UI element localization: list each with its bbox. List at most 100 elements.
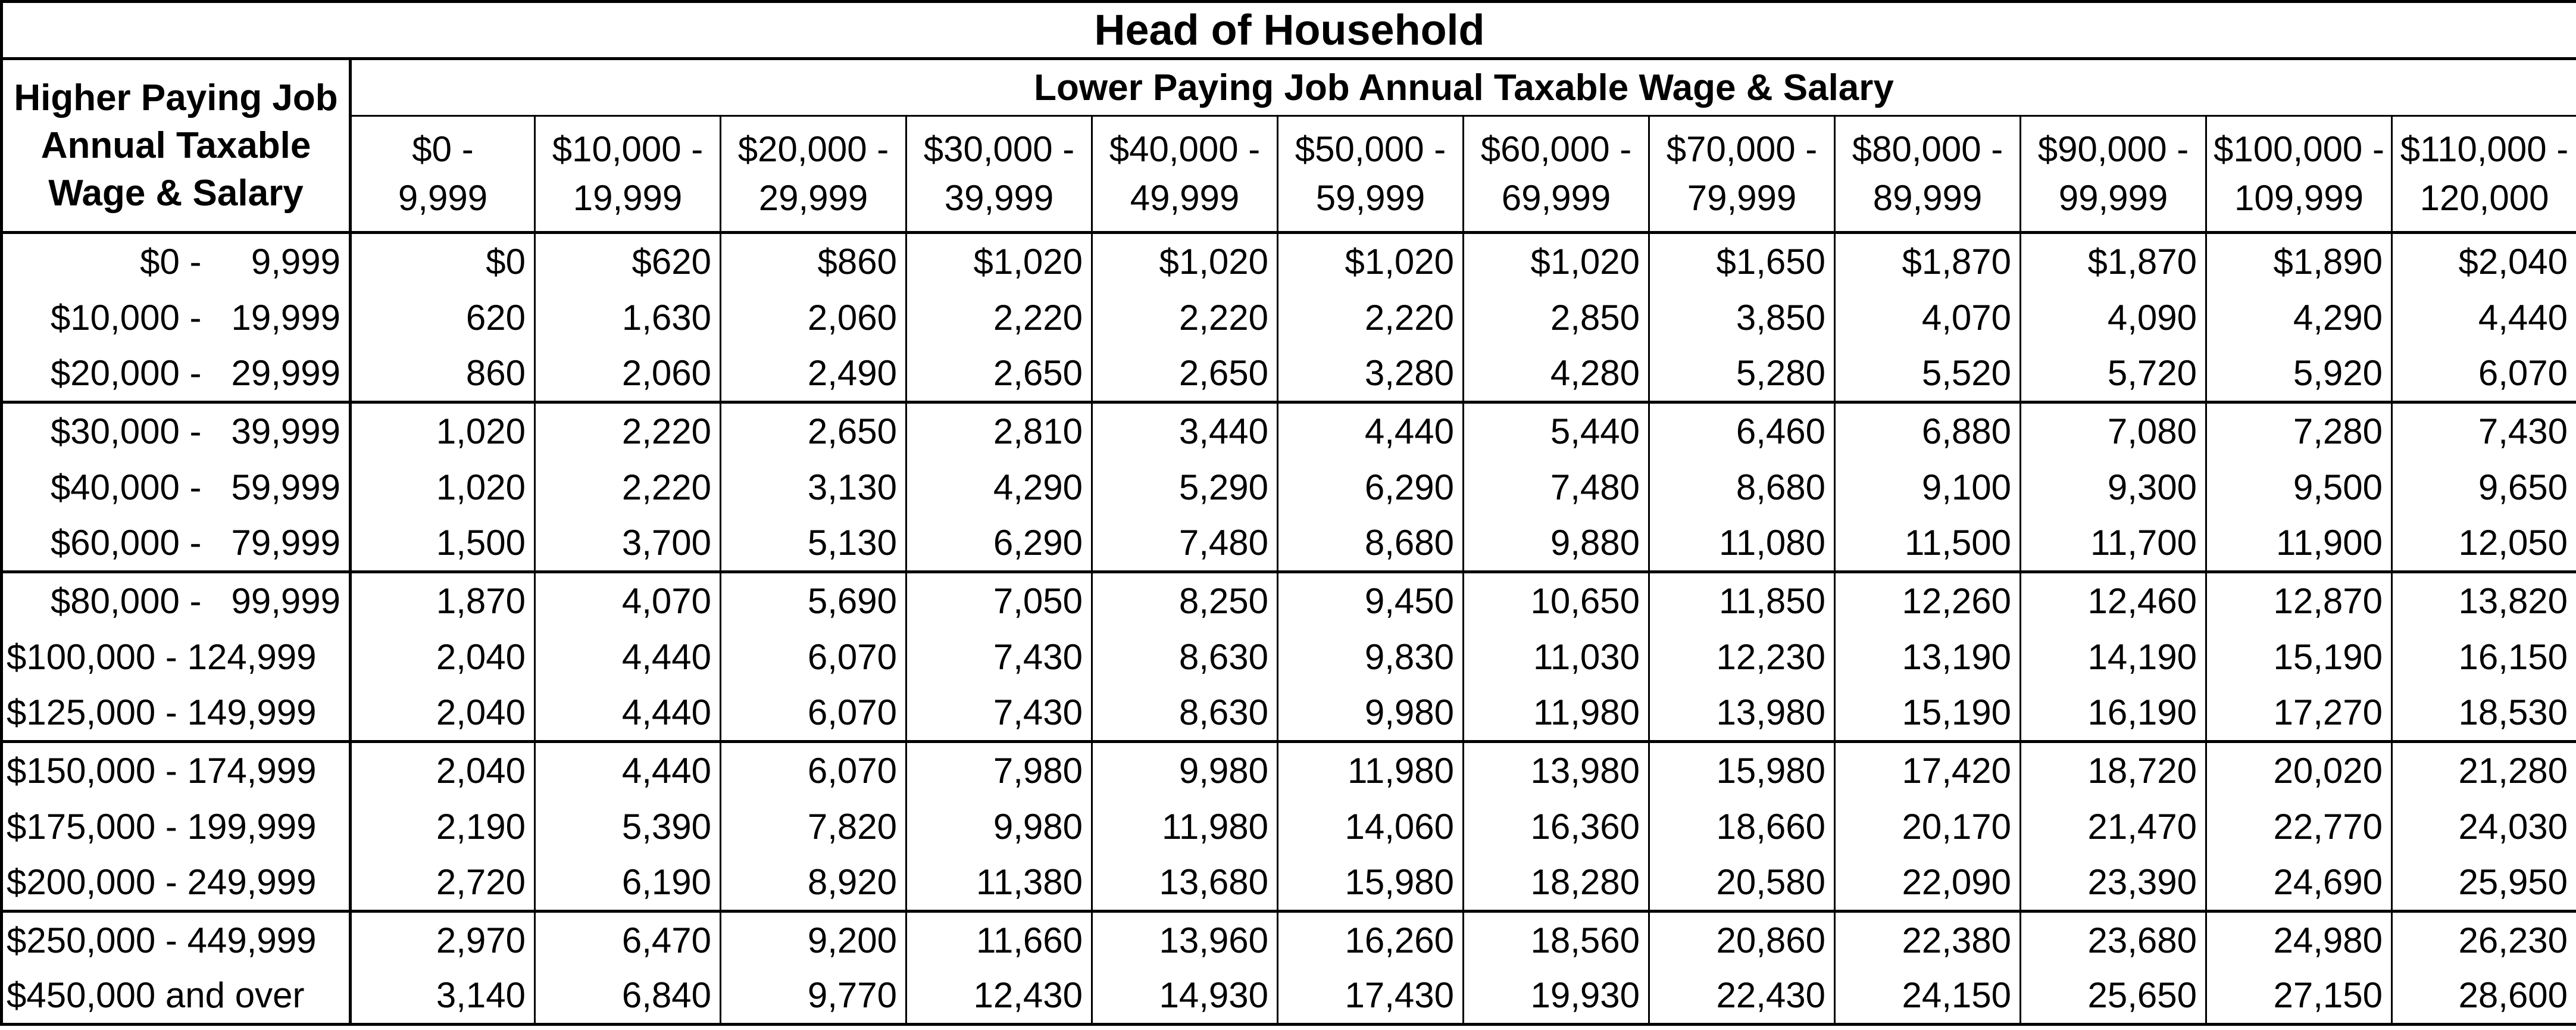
table-cell: 5,720 — [2020, 345, 2207, 404]
column-header-line: 49,999 — [1130, 178, 1240, 218]
table-cell: 24,980 — [2206, 911, 2393, 968]
column-header-line: 9,999 — [398, 178, 488, 218]
table-cell: 7,280 — [2206, 402, 2393, 459]
table-cell: 6,070 — [2391, 345, 2576, 404]
column-header: $0 - 9,999 — [350, 116, 536, 234]
table-cell: 4,440 — [2391, 289, 2576, 346]
table-cell: 1,870 — [350, 572, 536, 629]
column-header: $50,000 - 59,999 — [1277, 116, 1464, 234]
column-header: $60,000 - 69,999 — [1463, 116, 1650, 234]
table-cell: 8,920 — [720, 854, 907, 913]
table-cell: 11,980 — [1463, 685, 1650, 743]
column-header: $10,000 - 19,999 — [534, 116, 721, 234]
table-cell: 12,260 — [1834, 572, 2021, 629]
table-cell: 9,980 — [906, 798, 1093, 855]
table-cell: 2,650 — [906, 345, 1093, 404]
table-cell: $620 — [534, 232, 721, 289]
column-header-line: $30,000 - — [923, 129, 1075, 169]
table-cell: 2,190 — [350, 798, 536, 855]
table-cell: 11,700 — [2020, 515, 2207, 573]
table-cell: 13,190 — [1834, 628, 2021, 685]
table-cell: 4,440 — [1277, 402, 1464, 459]
table-cell: 5,520 — [1834, 345, 2021, 404]
table-cell: 18,720 — [2020, 741, 2207, 798]
table-row: $40,000 - 59,999 1,020 2,220 3,130 4,290 5,29… — [0, 458, 2576, 516]
table-cell: 18,560 — [1463, 911, 1650, 968]
table-cell: 2,650 — [1092, 345, 1278, 404]
table-cell: 8,680 — [1277, 515, 1464, 573]
table-cell: 15,980 — [1277, 854, 1464, 913]
column-header-line: 59,999 — [1315, 178, 1425, 218]
table-cell: 6,880 — [1834, 402, 2021, 459]
table-cell: 620 — [350, 289, 536, 346]
table-cell: 17,430 — [1277, 967, 1464, 1026]
table-cell: $1,650 — [1649, 232, 1836, 289]
column-header: $20,000 - 29,999 — [720, 116, 907, 234]
table-cell: 22,770 — [2206, 798, 2393, 855]
table-cell: 20,170 — [1834, 798, 2021, 855]
table-cell: 13,960 — [1092, 911, 1278, 968]
table-cell: 7,820 — [720, 798, 907, 855]
table-cell: 6,460 — [1649, 402, 1836, 459]
table-cell: 24,030 — [2391, 798, 2576, 855]
row-header: $200,000 - 249,999 — [0, 854, 352, 913]
table-cell: 1,020 — [350, 402, 536, 459]
row-header: $60,000 - 79,999 — [0, 515, 352, 573]
column-header-line: $100,000 - — [2214, 129, 2384, 169]
table-row: $80,000 - 99,999 1,870 4,070 5,690 7,050 8,25… — [0, 572, 2576, 629]
row-header: $20,000 - 29,999 — [0, 345, 352, 404]
table-cell: 15,980 — [1649, 741, 1836, 798]
column-header-line: 19,999 — [573, 178, 683, 218]
table-cell: 5,440 — [1463, 402, 1650, 459]
table-cell: 9,300 — [2020, 458, 2207, 516]
column-header: $70,000 - 79,999 — [1649, 116, 1836, 234]
table-cell: $0 — [350, 232, 536, 289]
table-cell: 19,930 — [1463, 967, 1650, 1026]
column-header-line: $70,000 - — [1666, 129, 1818, 169]
table-row: $125,000 - 149,999 2,040 4,440 6,070 7,430 8,… — [0, 685, 2576, 743]
column-header: $110,000 - 120,000 — [2391, 116, 2576, 234]
column-header: $30,000 - 39,999 — [906, 116, 1093, 234]
table-cell: 16,150 — [2391, 628, 2576, 685]
column-header-line: 109,999 — [2234, 178, 2364, 218]
table-cell: 9,100 — [1834, 458, 2021, 516]
table-cell: 6,070 — [720, 628, 907, 685]
table-cell: 21,470 — [2020, 798, 2207, 855]
column-header-line: $60,000 - — [1480, 129, 1632, 169]
table-cell: 7,980 — [906, 741, 1093, 798]
table-cell: 6,290 — [906, 515, 1093, 573]
table-cell: 7,480 — [1092, 515, 1278, 573]
table-row: $175,000 - 199,999 2,190 5,390 7,820 9,980 11… — [0, 798, 2576, 855]
table-cell: 15,190 — [1834, 685, 2021, 743]
table-cell: 11,900 — [2206, 515, 2393, 573]
table-cell: 4,440 — [534, 628, 721, 685]
table-cell: 2,220 — [1277, 289, 1464, 346]
table-cell: 12,230 — [1649, 628, 1836, 685]
table-cell: 9,980 — [1092, 741, 1278, 798]
table-cell: 6,070 — [720, 685, 907, 743]
table-row: $20,000 - 29,999 860 2,060 2,490 2,650 2,650 3… — [0, 345, 2576, 404]
table-cell: $860 — [720, 232, 907, 289]
table-cell: $1,020 — [1463, 232, 1650, 289]
row-header: $450,000 and over — [0, 967, 352, 1026]
table-cell: 13,820 — [2391, 572, 2576, 629]
table-cell: 5,690 — [720, 572, 907, 629]
table-cell: 23,390 — [2020, 854, 2207, 913]
table-cell: 11,980 — [1277, 741, 1464, 798]
column-header-line: 120,000 — [2419, 178, 2549, 218]
higher-job-header-line: Annual Taxable — [40, 124, 311, 166]
table-cell: 11,380 — [906, 854, 1093, 913]
table-cell: 14,930 — [1092, 967, 1278, 1026]
column-header-line: $0 - — [412, 129, 474, 169]
higher-job-header-line: Wage & Salary — [48, 172, 304, 214]
table-cell: 11,030 — [1463, 628, 1650, 685]
column-header-line: 79,999 — [1687, 178, 1797, 218]
table-cell: 2,220 — [534, 458, 721, 516]
column-header: $80,000 - 89,999 — [1834, 116, 2021, 234]
table-cell: 12,460 — [2020, 572, 2207, 629]
higher-job-header: Higher Paying Job Annual Taxable Wage & Sa… — [0, 58, 352, 234]
table-cell: 21,280 — [2391, 741, 2576, 798]
table-cell: $1,870 — [2020, 232, 2207, 289]
table-cell: 2,720 — [350, 854, 536, 913]
column-header-line: $40,000 - — [1109, 129, 1261, 169]
